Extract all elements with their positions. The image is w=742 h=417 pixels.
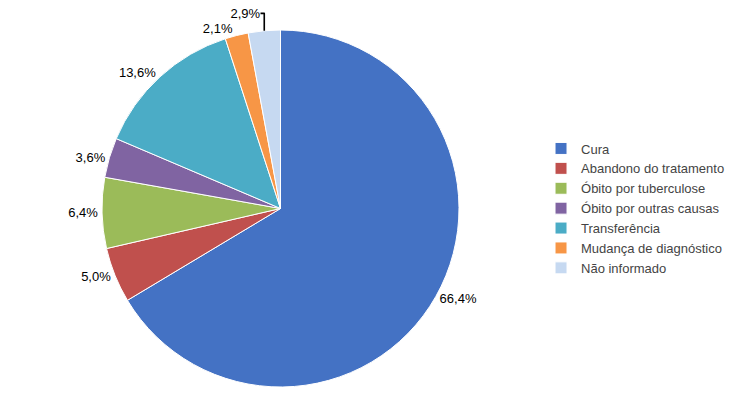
- svg-text:Transferência: Transferência: [581, 221, 661, 236]
- svg-text:6,4%: 6,4%: [68, 205, 98, 220]
- svg-text:5,0%: 5,0%: [81, 269, 111, 284]
- svg-text:Não informado: Não informado: [581, 261, 666, 276]
- svg-text:Cura: Cura: [581, 142, 610, 157]
- svg-text:Abandono do tratamento: Abandono do tratamento: [581, 161, 724, 176]
- svg-text:2,9%: 2,9%: [230, 6, 260, 21]
- svg-text:2,1%: 2,1%: [203, 21, 233, 36]
- svg-text:13,6%: 13,6%: [119, 65, 156, 80]
- svg-text:66,4%: 66,4%: [440, 291, 477, 306]
- svg-text:Óbito por tuberculose: Óbito por tuberculose: [581, 181, 705, 196]
- svg-text:Óbito por outras causas: Óbito por outras causas: [581, 201, 720, 216]
- svg-text:Mudança de diagnóstico: Mudança de diagnóstico: [581, 241, 722, 256]
- svg-text:3,6%: 3,6%: [76, 150, 106, 165]
